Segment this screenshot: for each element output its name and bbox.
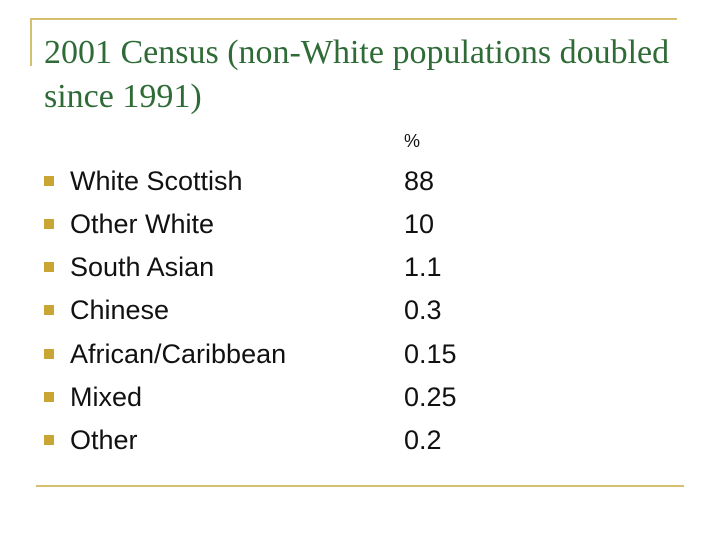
list-item-value: 1.1 xyxy=(404,252,442,282)
list-item-label: Mixed xyxy=(70,382,143,412)
top-rule xyxy=(30,18,677,20)
square-bullet-icon xyxy=(44,305,54,315)
square-bullet-icon xyxy=(44,435,54,445)
list-item-value: 88 xyxy=(404,166,435,196)
list-item-value: 0.15 xyxy=(404,339,457,369)
square-bullet-icon xyxy=(44,349,54,359)
slide-title: 2001 Census (non-White populations doubl… xyxy=(44,34,670,115)
list-item-value: 10 xyxy=(404,209,435,239)
list-item-value: 0.25 xyxy=(404,382,457,412)
list-item-label: Other White xyxy=(70,209,215,239)
square-bullet-icon xyxy=(44,392,54,402)
bottom-rule xyxy=(36,485,684,487)
list-item: White Scottish 88 xyxy=(0,164,720,204)
list-item-label: Other xyxy=(70,425,138,455)
list-item-value: 0.2 xyxy=(404,425,442,455)
percent-column-header: % xyxy=(404,131,421,151)
list-item-label: White Scottish xyxy=(70,166,243,196)
square-bullet-icon xyxy=(44,219,54,229)
list-item: Other 0.2 xyxy=(0,423,720,463)
list-item-label: Chinese xyxy=(70,295,170,325)
square-bullet-icon xyxy=(44,176,54,186)
square-bullet-icon xyxy=(44,262,54,272)
list-item: African/Caribbean 0.15 xyxy=(0,337,720,377)
list-item: Other White 10 xyxy=(0,207,720,247)
list-item: South Asian 1.1 xyxy=(0,250,720,290)
left-rule xyxy=(30,18,32,66)
list-item: Mixed 0.25 xyxy=(0,380,720,420)
list-item-label: South Asian xyxy=(70,252,215,282)
list-item-value: 0.3 xyxy=(404,295,442,325)
list-item-label: African/Caribbean xyxy=(70,339,287,369)
list-item: Chinese 0.3 xyxy=(0,293,720,333)
